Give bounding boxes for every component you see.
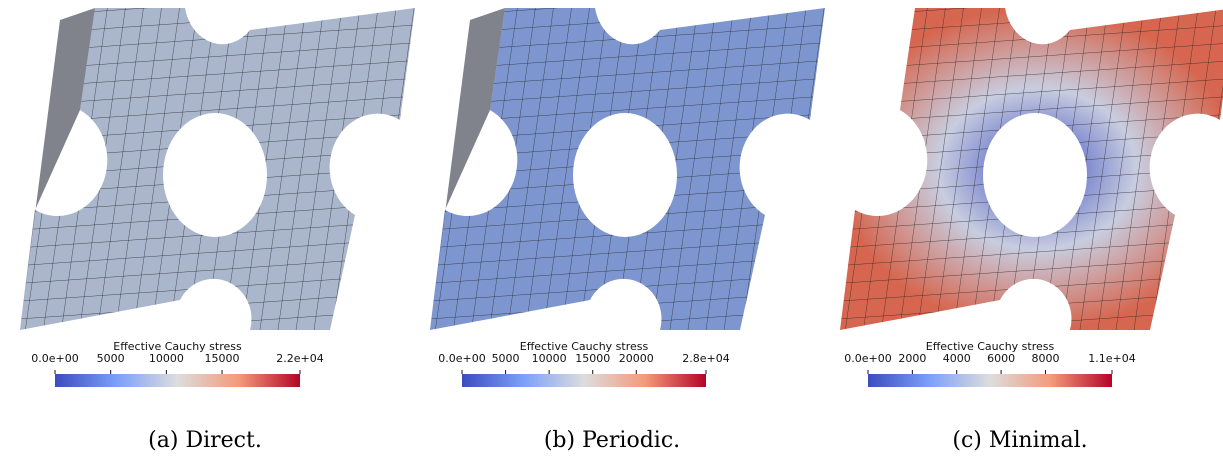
colorbar-tick-label: 0.0e+00 — [31, 352, 78, 365]
colorbar-tick-label: 4000 — [943, 352, 971, 365]
colorbar-gradient — [868, 374, 1112, 387]
colorbar-tick-label: 0.0e+00 — [844, 352, 891, 365]
colorbar-tick-label: 1.1e+04 — [1088, 352, 1135, 365]
render-a — [20, 8, 415, 330]
colorbar-tick-label: 10000 — [532, 352, 567, 365]
colorbar-tick-label: 20000 — [619, 352, 654, 365]
render-c — [840, 8, 1223, 330]
render-b — [430, 8, 825, 330]
caption: (a) Direct. — [148, 428, 262, 453]
figure: Effective Cauchy stress0.0e+005000100001… — [0, 0, 1223, 469]
colorbar-tick-label: 8000 — [1031, 352, 1059, 365]
colorbar-tick-label: 5000 — [97, 352, 125, 365]
caption: (b) Periodic. — [544, 428, 680, 453]
colorbar-tick-label: 2.2e+04 — [276, 352, 323, 365]
colorbar-tick-label: 0.0e+00 — [438, 352, 485, 365]
colorbar-tick-label: 10000 — [149, 352, 184, 365]
colorbar-tick-label: 2000 — [898, 352, 926, 365]
colorbar-tick-label: 6000 — [987, 352, 1015, 365]
colorbar-tick-label: 15000 — [575, 352, 610, 365]
colorbar-gradient — [55, 374, 300, 387]
colorbar-tick-label: 15000 — [205, 352, 240, 365]
colorbar-tick-label: 2.8e+04 — [682, 352, 729, 365]
colorbar-gradient — [462, 374, 706, 387]
caption: (c) Minimal. — [952, 428, 1087, 453]
colorbar-tick-label: 5000 — [492, 352, 520, 365]
